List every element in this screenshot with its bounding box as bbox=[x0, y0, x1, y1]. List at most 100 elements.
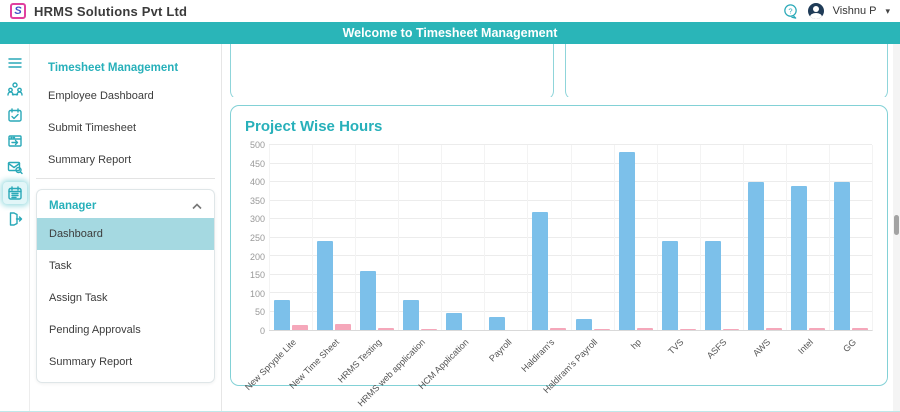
bar bbox=[317, 241, 334, 330]
welcome-banner: Welcome to Timesheet Management bbox=[0, 22, 900, 44]
chevron-down-icon[interactable]: ▾ bbox=[885, 5, 890, 16]
bar bbox=[790, 185, 807, 330]
bar bbox=[704, 241, 721, 330]
y-tick-label: 400 bbox=[249, 177, 265, 188]
main-content: Project Wise Hours 0 50 100 150 200 250 300 350… bbox=[222, 44, 900, 411]
bar bbox=[446, 313, 463, 330]
bar bbox=[679, 328, 696, 330]
sidebar-item-submit-timesheet[interactable]: Submit Timesheet bbox=[48, 122, 137, 134]
bar-group bbox=[656, 145, 700, 330]
bar bbox=[747, 182, 764, 330]
bar bbox=[274, 300, 291, 330]
bar bbox=[335, 323, 352, 330]
sidebar-item-dashboard[interactable]: Dashboard bbox=[37, 218, 214, 250]
scrollbar-thumb[interactable] bbox=[894, 215, 899, 235]
team-gear-icon[interactable] bbox=[3, 78, 27, 100]
logout-icon[interactable] bbox=[3, 208, 27, 230]
calendar-grid-icon[interactable] bbox=[2, 182, 27, 204]
user-name[interactable]: Vishnu P bbox=[832, 5, 877, 17]
bar bbox=[722, 328, 739, 330]
y-tick-label: 250 bbox=[249, 233, 265, 243]
summary-card-1 bbox=[230, 44, 554, 97]
scrollbar-track bbox=[893, 44, 900, 411]
bar-group bbox=[570, 145, 614, 330]
bar bbox=[636, 328, 653, 330]
y-tick-label: 450 bbox=[249, 158, 265, 169]
chart-title: Project Wise Hours bbox=[245, 118, 383, 135]
summary-card-2 bbox=[564, 44, 888, 97]
x-axis-label: HRMS Testing bbox=[336, 337, 384, 385]
x-axis-label: Payroll bbox=[486, 337, 514, 364]
bar bbox=[489, 317, 506, 330]
sidebar-item-employee-dashboard[interactable]: Employee Dashboard bbox=[48, 90, 154, 102]
bar-group bbox=[742, 145, 786, 330]
sidebar-item-summary-report[interactable]: Summary Report bbox=[49, 356, 133, 368]
x-axis: New Spryple Lite New Time Sheet HRMS Testi… bbox=[242, 331, 873, 408]
bar-group bbox=[785, 145, 829, 330]
project-wise-hours-chart: 0 50 100 150 200 250 300 350 400 450 500 New Spryp… bbox=[242, 140, 873, 408]
y-tick-label: 500 bbox=[249, 140, 265, 150]
y-tick-label: 100 bbox=[249, 288, 265, 299]
bar bbox=[403, 300, 420, 330]
help-chat-icon[interactable]: ? bbox=[782, 3, 799, 20]
sidebar-item-assign-task[interactable]: Assign Task bbox=[49, 292, 108, 304]
gridline bbox=[269, 144, 872, 145]
x-axis-label: GG bbox=[841, 337, 859, 354]
bar bbox=[618, 152, 635, 330]
bar-group bbox=[269, 145, 312, 330]
bar bbox=[833, 182, 850, 330]
bar bbox=[593, 328, 610, 330]
app-header: S HRMS Solutions Pvt Ltd ? Vishnu P ▾ bbox=[0, 0, 900, 22]
bar-group bbox=[441, 145, 484, 330]
bar bbox=[378, 327, 395, 330]
bar bbox=[575, 318, 592, 330]
x-axis-label: TVS bbox=[666, 337, 686, 357]
sidebar-item-pending-approvals[interactable]: Pending Approvals bbox=[49, 324, 141, 336]
chevron-up-icon[interactable] bbox=[192, 202, 202, 210]
bar bbox=[532, 211, 549, 330]
bar-group bbox=[527, 145, 570, 330]
bar bbox=[765, 328, 782, 330]
x-axis-label: Intel bbox=[796, 337, 816, 357]
calendar-check-icon[interactable] bbox=[3, 104, 27, 126]
bar bbox=[292, 325, 309, 330]
x-axis-label: AWS bbox=[750, 337, 773, 359]
bar bbox=[661, 241, 678, 330]
sidebar: Timesheet Management Employee Dashboard S… bbox=[30, 44, 222, 411]
bar bbox=[360, 270, 377, 330]
hrms-logo-icon: S bbox=[10, 3, 26, 19]
section-title: Manager bbox=[49, 200, 97, 212]
bar-group bbox=[613, 145, 657, 330]
y-tick-label: 150 bbox=[249, 270, 265, 281]
y-tick-label: 200 bbox=[249, 251, 265, 262]
bar-group bbox=[699, 145, 743, 330]
bar-group bbox=[355, 145, 398, 330]
y-axis: 0 50 100 150 200 250 300 350 400 450 500 bbox=[245, 140, 269, 336]
user-avatar[interactable] bbox=[807, 3, 824, 19]
y-tick-label: 350 bbox=[249, 195, 265, 206]
mail-search-icon[interactable] bbox=[3, 156, 27, 178]
icon-rail bbox=[0, 44, 30, 411]
window-arrow-icon[interactable] bbox=[3, 130, 27, 152]
plot-area bbox=[269, 144, 873, 331]
sidebar-item-task[interactable]: Task bbox=[49, 260, 72, 272]
section-title: Timesheet Management bbox=[48, 62, 179, 74]
app-title: HRMS Solutions Pvt Ltd bbox=[34, 3, 188, 19]
x-axis-label: hp bbox=[628, 337, 643, 352]
x-axis-label: Haldiram's bbox=[519, 337, 557, 374]
sidebar-item-summary-report[interactable]: Summary Report bbox=[48, 154, 132, 166]
y-tick-label: 50 bbox=[254, 307, 265, 318]
bar-group bbox=[484, 145, 527, 330]
bar bbox=[851, 328, 868, 330]
bar-group bbox=[828, 145, 872, 330]
sidebar-section-manager: Manager Dashboard Task Assign Task Pending … bbox=[36, 189, 215, 383]
bar bbox=[808, 328, 825, 330]
y-tick-label: 300 bbox=[249, 214, 265, 225]
bar bbox=[550, 328, 567, 330]
menu-icon[interactable] bbox=[3, 52, 27, 74]
project-wise-hours-card: Project Wise Hours 0 50 100 150 200 250 300 350… bbox=[230, 105, 888, 408]
bar-group bbox=[312, 145, 355, 330]
bar-group bbox=[398, 145, 441, 330]
x-axis-label: ASFS bbox=[705, 337, 730, 361]
sidebar-section-timesheet: Timesheet Management Employee Dashboard S… bbox=[36, 52, 215, 179]
